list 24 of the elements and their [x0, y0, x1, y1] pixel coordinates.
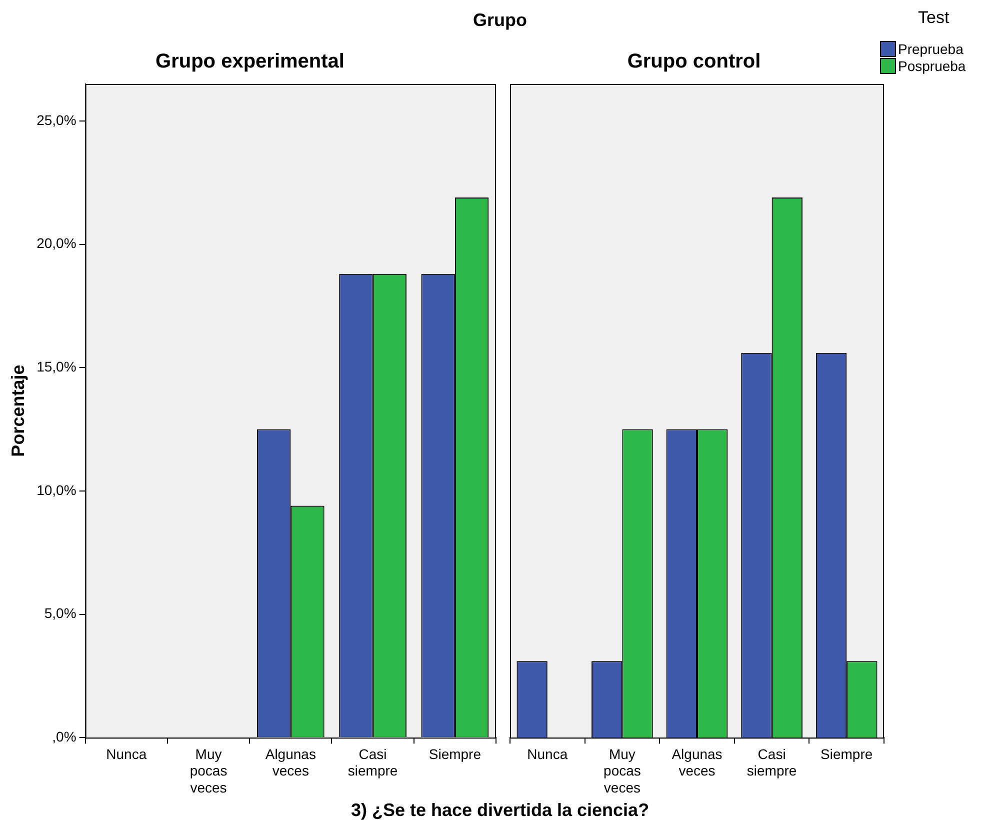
y-tick-label: 25,0%	[36, 112, 76, 128]
y-axis-title: Porcentaje	[8, 364, 28, 457]
x-axis-title: 3) ¿Se te hace divertida la ciencia?	[350, 800, 650, 821]
x-tick-label: Siempre	[820, 746, 873, 762]
x-tick-label: Casi siempre	[348, 746, 398, 779]
x-tick-label: Casi siempre	[746, 746, 797, 779]
chart-title: Grupo control	[627, 50, 761, 73]
legend-label: Posprueba	[898, 58, 966, 74]
chart-title: Grupo experimental	[156, 50, 344, 73]
x-tick-label: Nunca	[527, 746, 568, 762]
x-tick-label: Siempre	[428, 746, 482, 762]
y-tick-label: 5,0%	[44, 605, 76, 622]
x-tick-label: Nunca	[106, 746, 147, 762]
y-tick-label: 20,0%	[36, 235, 76, 252]
x-tick-label: Algunas veces	[265, 746, 316, 779]
y-tick-label: ,0%	[52, 728, 76, 744]
x-tick-label: Muy pocas veces	[190, 746, 228, 796]
text: Grupo	[472, 10, 528, 31]
x-tick-label: Algunas veces	[672, 746, 722, 779]
legend-label: Preprueba	[898, 40, 964, 56]
legend-title: Test	[918, 8, 950, 28]
y-tick-label: 10,0%	[36, 482, 76, 498]
y-tick-label: 15,0%	[36, 358, 76, 374]
x-tick-label: Muy pocas veces	[604, 746, 641, 796]
